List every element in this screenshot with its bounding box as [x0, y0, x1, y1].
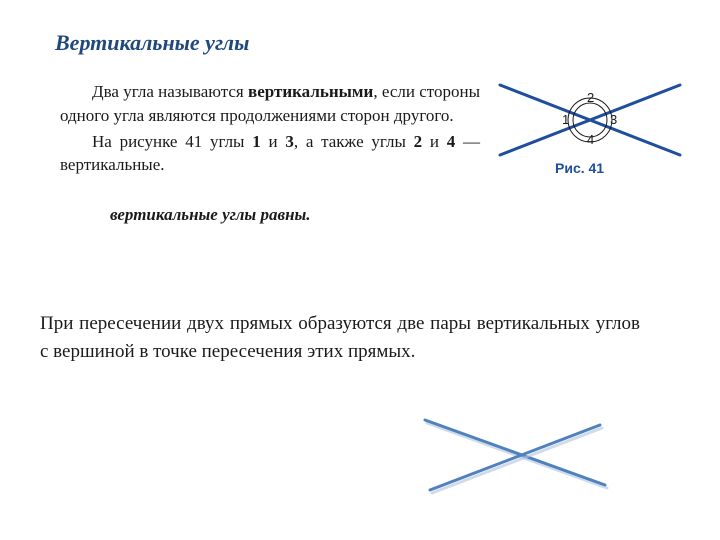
def2-b1: 1 [252, 132, 261, 151]
svg-text:3: 3 [610, 112, 617, 127]
definition-text: Два угла называются вертикальными, если … [60, 80, 480, 177]
def2-mid2: и [422, 132, 447, 151]
def2-rest: , а также углы [294, 132, 414, 151]
svg-text:1: 1 [562, 112, 569, 127]
def2-b4: 4 [447, 132, 456, 151]
page-title: Вертикальные углы [55, 30, 249, 56]
def-bold-vertical: вертикальными [248, 82, 373, 101]
svg-text:4: 4 [587, 132, 594, 147]
def2-mid: и [261, 132, 286, 151]
theorem-text: вертикальные углы равны. [110, 205, 311, 225]
svg-text:2: 2 [587, 90, 594, 105]
def2-b3: 2 [414, 132, 423, 151]
def2-prefix: На рисунке 41 углы [92, 132, 252, 151]
figure-bottom-cross [410, 410, 620, 510]
def-prefix: Два угла называются [92, 82, 248, 101]
figure-41-caption: Рис. 41 [555, 160, 604, 176]
def2-b2: 3 [285, 132, 294, 151]
bottom-paragraph: При пересечении двух прямых образуются д… [40, 310, 640, 365]
